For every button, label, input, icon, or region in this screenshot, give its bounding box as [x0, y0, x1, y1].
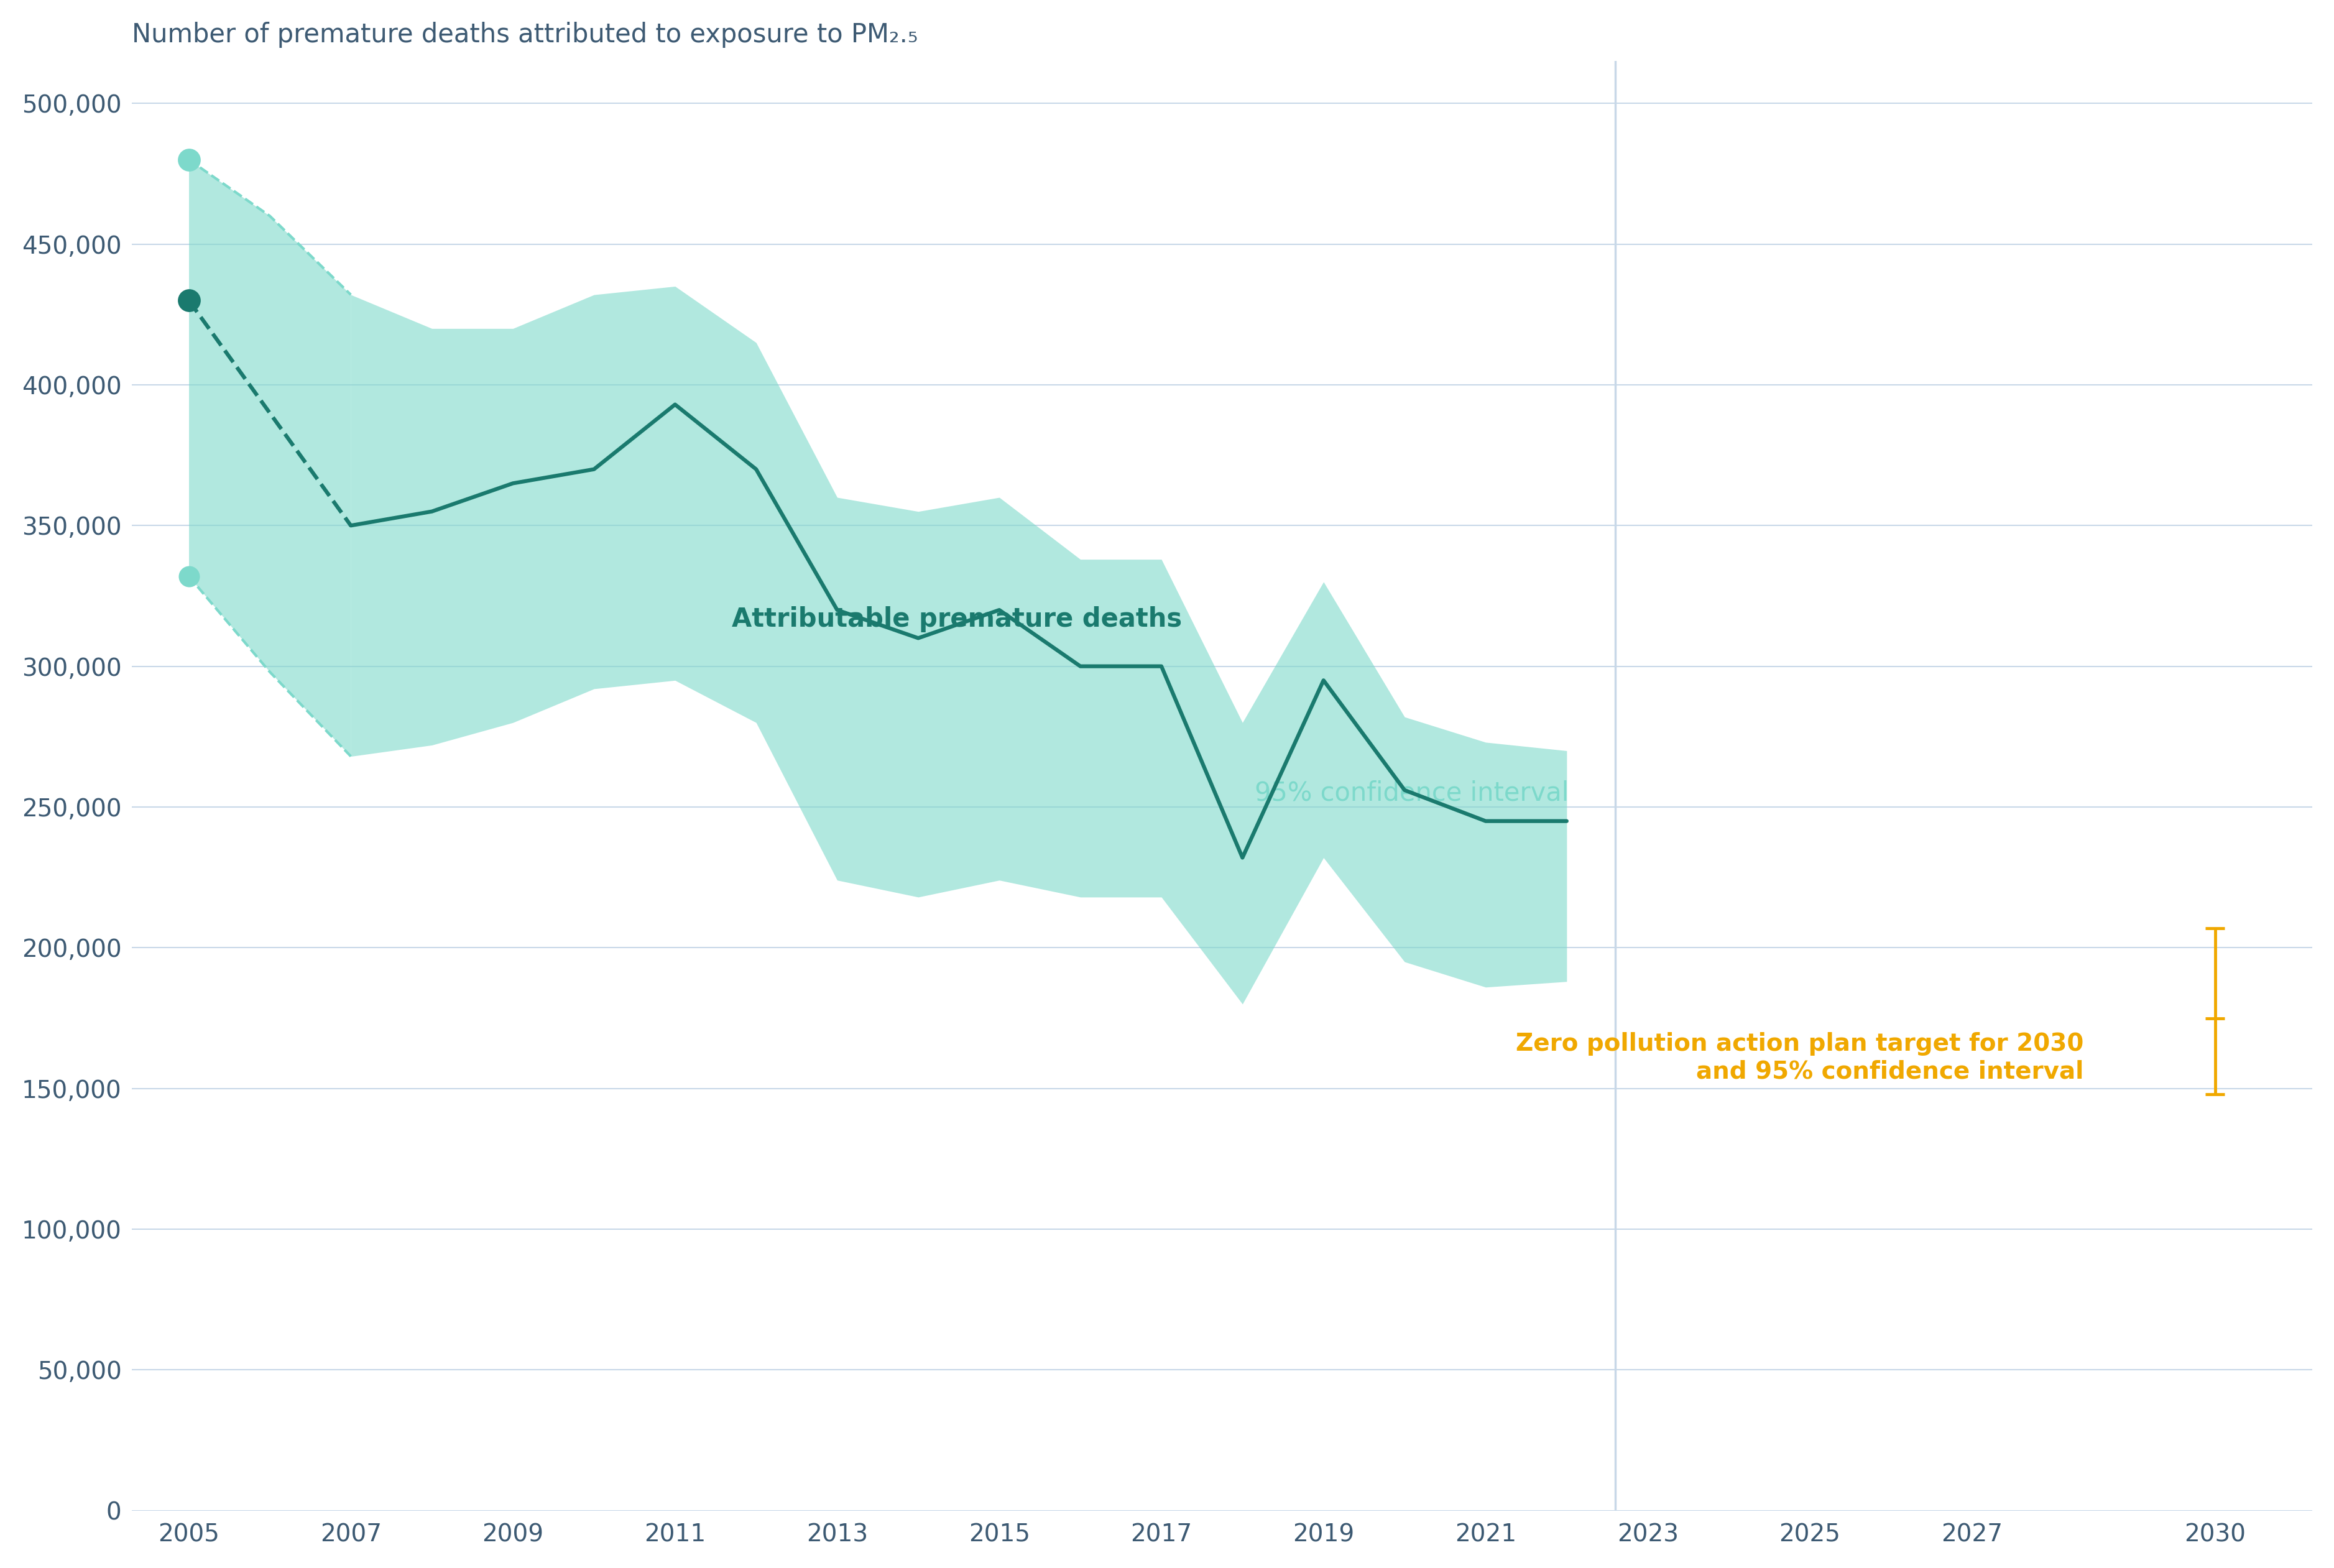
Text: Zero pollution action plan target for 2030
and 95% confidence interval: Zero pollution action plan target for 20… [1515, 1032, 2084, 1083]
Point [170, 289, 208, 314]
Text: Attributable premature deaths: Attributable premature deaths [731, 607, 1181, 632]
Point [170, 147, 208, 172]
Text: Number of premature deaths attributed to exposure to PM₂.₅: Number of premature deaths attributed to… [133, 22, 917, 47]
Point [170, 563, 208, 588]
Text: 95% confidence interval: 95% confidence interval [1256, 781, 1568, 806]
